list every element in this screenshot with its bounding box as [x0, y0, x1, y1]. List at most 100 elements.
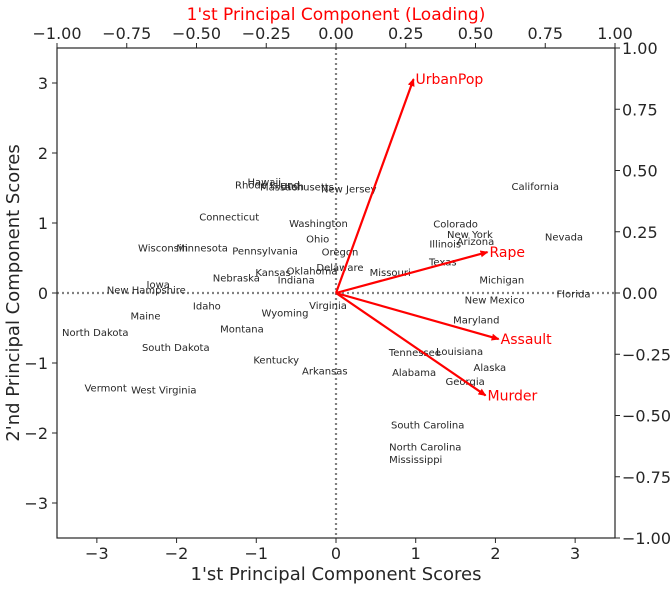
right-axis-ticks: 1.00 0.75 0.50 0.25 0.00 −0.25 −0.50 −0.75 −1.00 [615, 39, 671, 548]
state-label: Washington [289, 219, 348, 230]
y-tick-label: −1 [24, 354, 48, 373]
y-tick-label: 2 [38, 144, 48, 163]
x-tick-label: −3 [85, 544, 109, 563]
y-tick-label: 1 [38, 214, 48, 233]
bottom-axis-ticks: −3 −2 −1 0 1 2 3 [85, 538, 580, 563]
y-tick-label: −2 [24, 424, 48, 443]
state-label: North Dakota [62, 328, 129, 339]
state-label: New Mexico [465, 295, 525, 306]
state-label: New Hampshire [107, 286, 186, 297]
state-label: Hawaii [247, 178, 281, 189]
state-label: Virginia [309, 301, 347, 312]
x-tick-label: −1 [244, 544, 268, 563]
state-label: Pennsylvania [232, 246, 298, 257]
x-axis-title: 1'st Principal Component Scores [191, 564, 482, 585]
state-label: New York [447, 230, 493, 241]
loading-label: Assault [501, 332, 553, 348]
top-axis-ticks: −1.00 −0.75 −0.50 −0.25 0.00 0.25 0.50 0.75 1.00 [32, 24, 633, 48]
right-tick-label: −0.25 [622, 345, 671, 364]
state-label: Alabama [392, 368, 436, 379]
state-label: Nebraska [213, 274, 260, 285]
y-tick-label: 0 [38, 284, 48, 303]
top-tick-label: 0.25 [388, 24, 424, 43]
state-label: North Carolina [389, 442, 461, 453]
state-label: Kansas [255, 268, 290, 279]
state-label: Illinois [429, 239, 461, 250]
state-score-labels: Alabama Alaska Arizona Arkansas California Co… [62, 178, 591, 466]
right-tick-label: 1.00 [622, 39, 658, 58]
left-axis-ticks: −3 −2 −1 0 1 2 3 [24, 74, 57, 513]
top-tick-label: −0.25 [242, 24, 291, 43]
state-label: Rhode Island [235, 181, 300, 192]
state-label: Colorado [433, 220, 478, 231]
top-tick-label: 1.00 [597, 24, 633, 43]
top-tick-label: 0.00 [318, 24, 354, 43]
state-label: Louisiana [436, 347, 483, 358]
state-label: Oregon [322, 248, 359, 259]
state-label: Maryland [453, 316, 499, 327]
x-tick-label: 0 [331, 544, 341, 563]
state-label: South Dakota [142, 343, 210, 354]
state-label: Wisconsin [138, 244, 188, 255]
state-label: Ohio [306, 234, 329, 245]
top-tick-label: 0.50 [458, 24, 494, 43]
x-tick-label: 1 [411, 544, 421, 563]
state-label: Alaska [473, 363, 506, 374]
loading-arrow [334, 78, 415, 294]
state-label: Indiana [278, 276, 315, 287]
loading-label: UrbanPop [416, 72, 484, 88]
top-tick-label: 0.75 [527, 24, 563, 43]
state-label: Delaware [316, 263, 363, 274]
state-label: Vermont [84, 384, 126, 395]
loading-arrow [335, 292, 487, 397]
x-tick-label: 3 [570, 544, 580, 563]
right-tick-label: 0.75 [622, 100, 658, 119]
state-label: Utah [280, 182, 304, 193]
right-tick-label: 0.25 [622, 223, 658, 242]
y-tick-label: 3 [38, 74, 48, 93]
top-axis-title: 1'st Principal Component (Loading) [187, 5, 486, 25]
right-tick-label: 0.00 [622, 284, 658, 303]
state-label: Connecticut [199, 213, 259, 224]
state-label: Massachusetts [260, 183, 334, 194]
state-label: Texas [428, 258, 457, 269]
right-tick-label: −0.75 [622, 468, 671, 487]
state-label: Kentucky [253, 356, 299, 367]
state-label: Minnesota [176, 244, 228, 255]
state-label: Maine [130, 311, 160, 322]
loading-label: Rape [489, 245, 525, 261]
x-tick-label: −2 [165, 544, 189, 563]
state-label: Idaho [193, 302, 221, 313]
state-label: New Jersey [321, 185, 377, 196]
loading-label: Murder [488, 388, 538, 404]
top-tick-label: −0.50 [172, 24, 221, 43]
y-axis-title: 2'nd Principal Component Scores [3, 144, 24, 441]
state-label: Wyoming [262, 309, 309, 320]
state-label: Tennessee [388, 348, 441, 359]
right-tick-label: 0.50 [622, 162, 658, 181]
state-label: Iowa [147, 280, 170, 291]
state-label: Arizona [457, 237, 495, 248]
x-tick-label: 2 [490, 544, 500, 563]
top-tick-label: −0.75 [102, 24, 151, 43]
state-label: Oklahoma [287, 267, 338, 278]
y-tick-label: −3 [24, 494, 48, 513]
plot-frame [56, 47, 616, 539]
loading-arrows: Murder Assault UrbanPop Rape [334, 72, 553, 404]
top-tick-label: −1.00 [32, 24, 81, 43]
state-label: Missouri [370, 268, 411, 279]
state-label: West Virginia [131, 386, 196, 397]
state-label: California [512, 182, 560, 193]
right-tick-label: −1.00 [622, 529, 671, 548]
loading-arrow [335, 291, 500, 341]
state-label: Montana [220, 325, 264, 336]
state-label: South Carolina [391, 421, 464, 432]
state-label: Nevada [545, 232, 583, 243]
state-label: Arkansas [302, 367, 348, 378]
loading-arrow [335, 250, 489, 295]
state-label: Michigan [479, 276, 524, 287]
right-tick-label: −0.50 [622, 407, 671, 426]
state-label: Florida [557, 290, 591, 301]
state-label: Mississippi [389, 455, 442, 466]
